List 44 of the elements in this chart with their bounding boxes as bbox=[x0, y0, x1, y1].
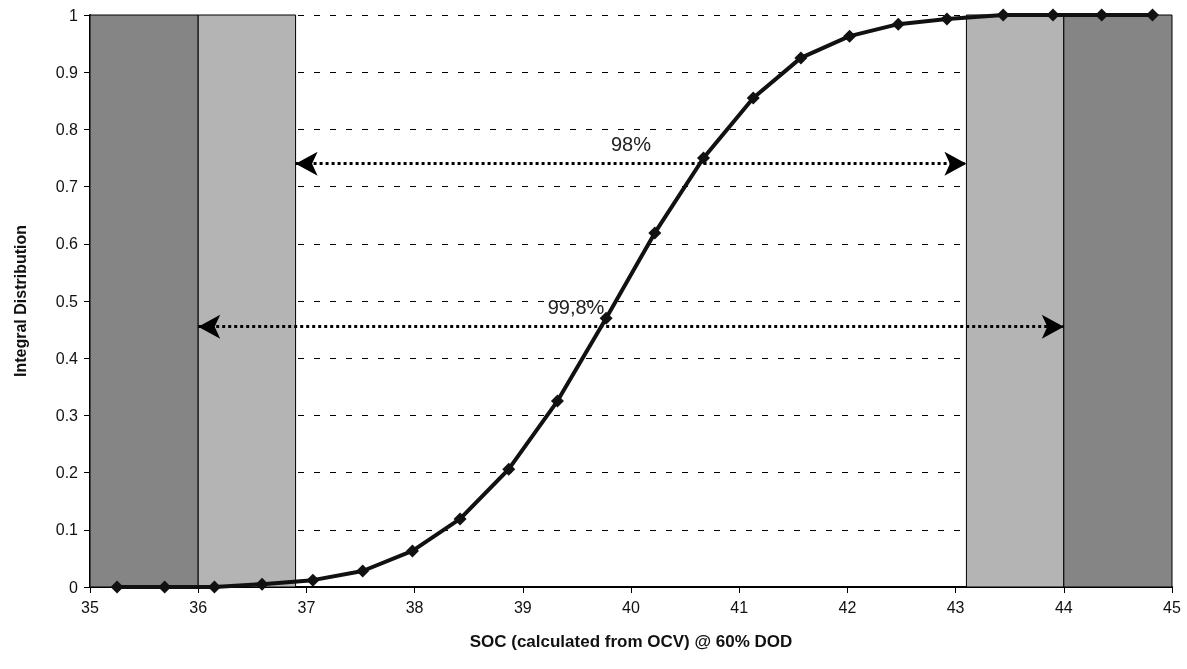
y-tick-label: 0.9 bbox=[55, 63, 79, 81]
x-tick-label: 39 bbox=[513, 598, 532, 616]
x-tick-label: 40 bbox=[622, 598, 640, 616]
point bbox=[996, 8, 1010, 22]
y-tick-label: 0.1 bbox=[55, 521, 79, 539]
point bbox=[453, 512, 467, 526]
x-tick-label: 35 bbox=[81, 598, 99, 616]
y-tick-label: 0.2 bbox=[55, 464, 79, 482]
point bbox=[1046, 8, 1060, 22]
point bbox=[110, 580, 124, 594]
y-tick-label: 0.5 bbox=[55, 292, 79, 310]
point bbox=[306, 573, 320, 587]
y-tick-label: 0.8 bbox=[55, 120, 79, 138]
y-tick-label: 0.6 bbox=[55, 235, 79, 253]
y-tick-label: 0.4 bbox=[55, 349, 79, 367]
x-tick-label: 45 bbox=[1163, 598, 1181, 616]
point bbox=[255, 577, 269, 591]
y-tick-label: 0 bbox=[69, 578, 79, 596]
point bbox=[356, 564, 370, 578]
annotation: 98% bbox=[610, 132, 652, 155]
point bbox=[550, 394, 564, 408]
annotation: 99,8% bbox=[547, 295, 605, 318]
point bbox=[502, 462, 516, 476]
x-tick-label: 37 bbox=[297, 598, 316, 616]
point bbox=[891, 17, 905, 31]
point bbox=[843, 29, 857, 43]
point bbox=[648, 226, 662, 240]
point bbox=[696, 151, 710, 165]
point bbox=[940, 12, 954, 26]
x-axis-title: SOC (calculated from OCV) @ 60% DOD bbox=[469, 632, 793, 651]
y-tick-label: 1 bbox=[69, 6, 79, 24]
x-tick-label: 36 bbox=[189, 598, 208, 616]
x-tick-label: 41 bbox=[730, 598, 749, 616]
y-tick-label: 0.7 bbox=[55, 178, 79, 196]
point bbox=[1146, 8, 1160, 22]
point bbox=[746, 91, 760, 105]
x-tick-label: 43 bbox=[946, 598, 965, 616]
point bbox=[794, 51, 808, 65]
y-axis-title: Integral Distribution bbox=[11, 225, 29, 377]
point bbox=[405, 544, 419, 558]
x-tick-label: 44 bbox=[1054, 598, 1073, 616]
y-tick-label: 0.3 bbox=[55, 406, 79, 424]
x-tick-label: 42 bbox=[838, 598, 857, 616]
x-tick-label: 38 bbox=[405, 598, 424, 616]
